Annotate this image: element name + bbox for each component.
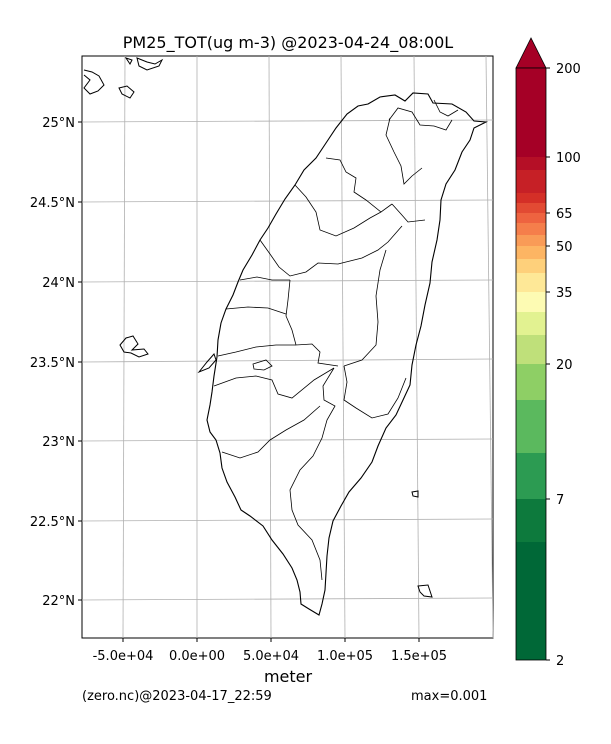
colorbar-band	[516, 273, 546, 292]
y-tick-label: 24°N	[42, 276, 75, 291]
colorbar-tick-label: 100	[556, 151, 581, 166]
colorbar-band	[516, 608, 546, 660]
colorbar-tick-label: 200	[556, 62, 581, 77]
colorbar-band	[516, 542, 546, 608]
colorbar-band	[516, 193, 546, 203]
y-tick-label: 22.5°N	[30, 515, 75, 530]
colorbar-band	[516, 453, 546, 499]
y-tick-label: 24.5°N	[30, 196, 75, 211]
graticule	[81, 55, 494, 639]
colorbar: 200 100 65 50 35 20 7 2	[515, 37, 581, 669]
x-axis-label: meter	[264, 667, 313, 686]
northwest-islands	[83, 57, 164, 99]
colorbar-band	[516, 203, 546, 213]
x-axis: -5.0e+04 0.0e+00 5.0e+04 1.0e+05 1.5e+05…	[93, 638, 447, 686]
green-island	[411, 490, 419, 498]
y-tick-label: 22°N	[42, 594, 75, 609]
x-tick-label: -5.0e+04	[93, 649, 154, 664]
penghu-islet	[197, 353, 217, 374]
x-tick-label: 1.0e+05	[317, 649, 373, 664]
map-frame	[81, 55, 494, 639]
colorbar-ticks	[546, 67, 550, 661]
colorbar-band	[516, 246, 546, 259]
colorbar-band	[516, 499, 546, 542]
colorbar-extend-arrow	[515, 37, 547, 69]
colorbar-band	[516, 213, 546, 223]
colorbar-band	[516, 157, 546, 170]
colorbar-band	[516, 312, 546, 335]
colorbar-tick-label: 65	[556, 207, 573, 222]
colorbar-band	[516, 68, 546, 157]
colorbar-band	[516, 400, 546, 453]
colorbar-tick-label: 35	[556, 286, 573, 301]
taiwan-coastline	[206, 92, 489, 616]
county-boundaries	[213, 99, 459, 581]
orchid-island	[417, 584, 433, 598]
max-value: max=0.001	[411, 689, 488, 704]
colorbar-tick-label: 2	[556, 654, 564, 669]
colorbar-band	[516, 259, 546, 273]
colorbar-tick-label: 20	[556, 358, 573, 373]
y-tick-label: 25°N	[42, 116, 75, 131]
colorbar-band	[516, 223, 546, 235]
x-tick-label: 5.0e+04	[243, 649, 299, 664]
x-tick-label: 0.0e+00	[169, 649, 225, 664]
colorbar-band	[516, 364, 546, 400]
colorbar-tick-label: 50	[556, 240, 573, 255]
map-title: PM25_TOT(ug m-3) @2023-04-24_08:00L	[123, 33, 454, 53]
x-tick-label: 1.5e+05	[391, 649, 447, 664]
colorbar-band	[516, 292, 546, 312]
penghu-islands	[119, 335, 149, 358]
source-timestamp: (zero.nc)@2023-04-17_22:59	[82, 689, 272, 704]
colorbar-band	[516, 335, 546, 364]
colorbar-tick-label: 7	[556, 493, 564, 508]
y-tick-label: 23°N	[42, 435, 75, 450]
colorbar-band	[516, 170, 546, 193]
colorbar-band	[516, 235, 546, 246]
y-tick-label: 23.5°N	[30, 356, 75, 371]
y-axis: 25°N 24.5°N 24°N 23.5°N 23°N 22.5°N 22°N	[30, 116, 82, 609]
